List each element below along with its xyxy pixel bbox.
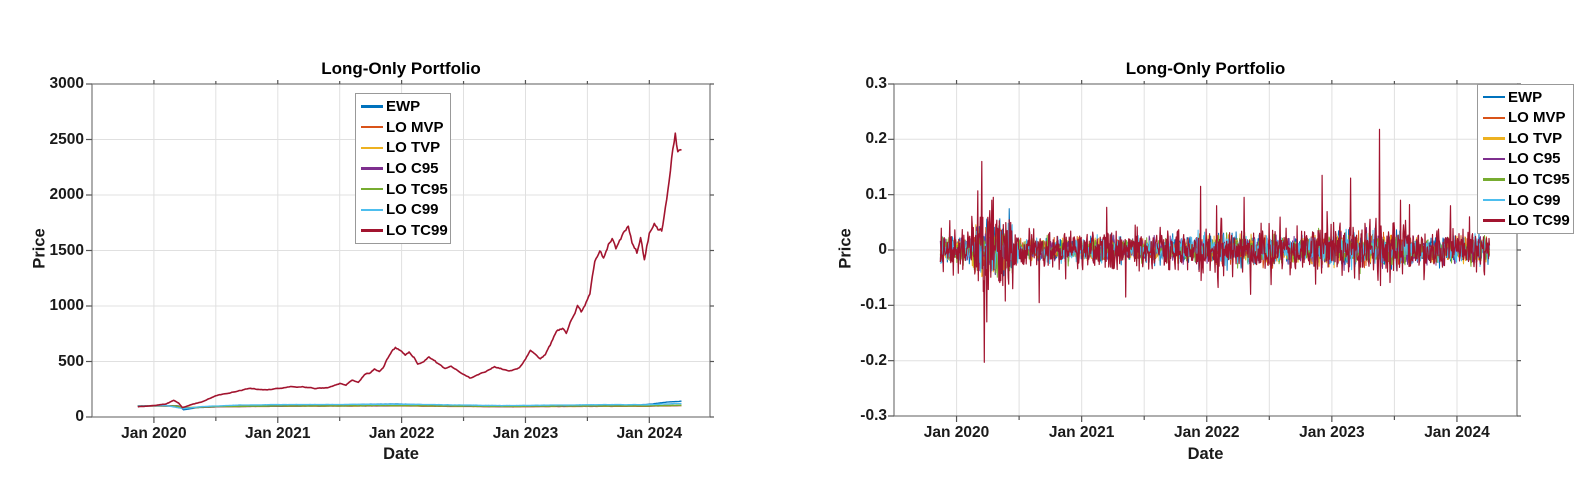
legend-line-swatch bbox=[1483, 178, 1505, 181]
left-chart-title: Long-Only Portfolio bbox=[321, 59, 481, 78]
right-chart-xlabel: Date bbox=[1187, 445, 1224, 463]
y-tick-label: 0.2 bbox=[865, 130, 887, 148]
y-tick-label: 2000 bbox=[49, 186, 84, 203]
legend-entry-lo-tc95: LO TC95 bbox=[361, 179, 450, 199]
legend-label: LO C99 bbox=[386, 201, 439, 219]
legend-line-swatch bbox=[361, 105, 383, 108]
legend-label: LO TC95 bbox=[386, 180, 448, 198]
legend-label: LO TC99 bbox=[386, 222, 448, 240]
legend-line-swatch bbox=[1483, 96, 1505, 99]
x-tick-label: Jan 2021 bbox=[245, 425, 311, 442]
left-chart-xlabel: Date bbox=[383, 445, 419, 463]
y-tick-label: -0.2 bbox=[860, 351, 887, 369]
legend-entry-lo-c95: LO C95 bbox=[361, 158, 450, 178]
x-tick-label: Jan 2024 bbox=[1424, 424, 1490, 441]
y-tick-label: 0.1 bbox=[865, 185, 887, 203]
x-tick-label: Jan 2023 bbox=[492, 425, 559, 442]
legend-entry-lo-tc95: LO TC95 bbox=[1483, 170, 1573, 190]
right-chart-legend: EWP LO MVP LO TVP LO C95 LO TC95 LO C99 LO TC9… bbox=[1477, 84, 1574, 234]
legend-label: LO MVP bbox=[386, 118, 444, 136]
x-tick-label: Jan 2020 bbox=[923, 424, 990, 441]
y-tick-label: 0 bbox=[75, 408, 84, 425]
y-tick-label: 3000 bbox=[49, 75, 84, 92]
legend-line-swatch bbox=[361, 229, 383, 232]
legend-label: EWP bbox=[1508, 88, 1543, 106]
legend-label: LO C95 bbox=[1508, 150, 1561, 168]
legend-label: LO MVP bbox=[1508, 109, 1566, 127]
y-tick-label: -0.1 bbox=[860, 296, 887, 314]
legend-line-swatch bbox=[1483, 198, 1505, 202]
legend-line-swatch bbox=[1483, 137, 1505, 140]
left-chart-legend: EWP LO MVP LO TVP LO C95 LO TC95 LO C99 LO TC9… bbox=[355, 93, 451, 244]
legend-entry-ewp: EWP bbox=[361, 96, 450, 116]
legend-label: LO TVP bbox=[386, 139, 441, 157]
x-tick-label: Jan 2020 bbox=[121, 425, 187, 442]
legend-entry-lo-tvp: LO TVP bbox=[361, 138, 450, 158]
legend-label: LO TC99 bbox=[1508, 212, 1570, 230]
y-tick-label: 1000 bbox=[49, 297, 84, 314]
series-line-lo-c99 bbox=[137, 402, 682, 410]
right-chart-title: Long-Only Portfolio bbox=[1125, 59, 1286, 78]
series-line-lo-tc99 bbox=[137, 132, 682, 409]
legend-line-swatch bbox=[361, 208, 383, 212]
series-line-lo-tc99 bbox=[939, 128, 1491, 363]
legend-entry-ewp: EWP bbox=[1483, 87, 1573, 107]
x-tick-label: Jan 2021 bbox=[1048, 424, 1115, 441]
x-tick-label: Jan 2022 bbox=[1174, 424, 1240, 441]
legend-entry-lo-c99: LO C99 bbox=[361, 200, 450, 220]
legend-line-swatch bbox=[361, 146, 383, 149]
legend-line-swatch bbox=[361, 125, 383, 129]
legend-entry-lo-tvp: LO TVP bbox=[1483, 128, 1573, 148]
legend-entry-lo-mvp: LO MVP bbox=[1483, 108, 1573, 128]
legend-entry-lo-c99: LO C99 bbox=[1483, 190, 1573, 210]
y-tick-label: 1500 bbox=[49, 241, 84, 259]
y-tick-label: 0 bbox=[878, 241, 887, 258]
legend-line-swatch bbox=[1483, 116, 1505, 120]
y-tick-label: 2500 bbox=[49, 130, 84, 148]
legend-entry-lo-c95: LO C95 bbox=[1483, 149, 1573, 169]
legend-line-swatch bbox=[1483, 219, 1505, 222]
y-tick-label: 0.3 bbox=[865, 75, 887, 92]
y-tick-label: 500 bbox=[58, 352, 84, 370]
legend-label: LO TC95 bbox=[1508, 171, 1570, 189]
x-tick-label: Jan 2023 bbox=[1299, 424, 1365, 441]
legend-entry-lo-tc99: LO TC99 bbox=[361, 221, 450, 241]
x-tick-label: Jan 2024 bbox=[616, 425, 683, 442]
legend-label: LO TVP bbox=[1508, 129, 1563, 147]
legend-label: EWP bbox=[386, 97, 421, 115]
legend-label: LO C99 bbox=[1508, 191, 1561, 209]
series-line-lo-tc95 bbox=[137, 404, 682, 409]
legend-entry-lo-tc99: LO TC99 bbox=[1483, 211, 1573, 231]
legend-line-swatch bbox=[1483, 157, 1505, 161]
legend-entry-lo-mvp: LO MVP bbox=[361, 117, 450, 137]
legend-label: LO C95 bbox=[386, 159, 439, 177]
legend-line-swatch bbox=[361, 187, 383, 191]
x-tick-label: Jan 2022 bbox=[368, 425, 435, 442]
y-tick-label: -0.3 bbox=[860, 407, 887, 424]
legend-line-swatch bbox=[361, 167, 383, 170]
